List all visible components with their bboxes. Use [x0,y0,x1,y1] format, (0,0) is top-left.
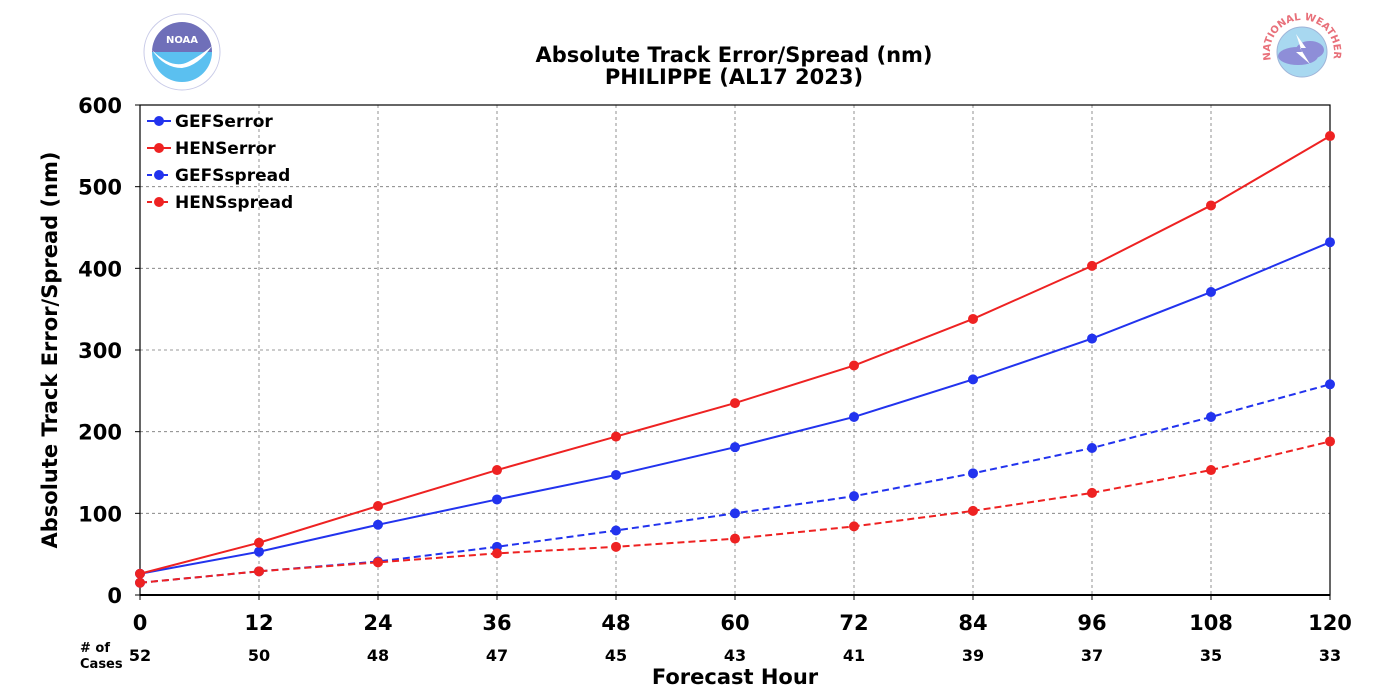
data-point [968,374,978,385]
legend-marker [154,170,164,180]
data-point [611,431,621,442]
y-tick-label: 100 [78,502,122,526]
data-point [135,568,145,579]
case-count: 35 [1200,646,1222,665]
data-point [254,546,264,557]
data-point [849,491,859,502]
case-count: 52 [129,646,151,665]
data-point [1087,443,1097,453]
data-point [611,525,621,536]
data-point [849,411,859,422]
chart-title: Absolute Track Error/Spread (nm) [535,43,932,67]
data-point [730,398,740,409]
legend-marker [154,116,164,126]
data-point [849,521,859,532]
data-point [611,541,621,552]
data-point [1087,260,1097,271]
case-count: 41 [843,646,865,665]
data-point [1087,333,1097,344]
legend-label: HENSerror [175,139,276,159]
noaa-logo-text: NOAA [166,35,198,46]
x-tick-label: 120 [1308,611,1352,635]
data-point [1325,436,1335,447]
y-tick-label: 200 [78,421,122,445]
y-tick-labels: 0 100 200 300 400 500 600 [78,94,140,608]
nws-logo: NATIONAL WEATHER SERVICE [1262,12,1342,88]
data-point [1206,287,1216,298]
data-point [730,508,740,519]
data-point [1206,411,1216,422]
cases-label-line-1: # of [80,641,110,656]
data-point [611,469,621,480]
x-tick-label: 12 [244,611,273,635]
case-counts: 52 50 48 47 45 43 41 39 37 35 33 [129,646,1341,665]
cases-label-line-2: Cases [80,657,123,672]
data-point [373,500,383,511]
x-tick-label: 72 [839,611,868,635]
x-tick-label: 36 [482,611,511,635]
case-count: 39 [962,646,984,665]
legend-label: GEFSerror [175,112,273,132]
data-point [492,494,502,505]
case-count: 47 [486,646,508,665]
legend: GEFSerror HENSerror GEFSspread HENSspread [147,112,293,213]
y-tick-label: 400 [78,257,122,281]
chart-subtitle: PHILIPPE (AL17 2023) [605,65,863,89]
data-point [373,519,383,530]
y-tick-label: 500 [78,176,122,200]
data-point [1206,200,1216,211]
data-point [1206,465,1216,476]
y-tick-label: 600 [78,94,122,118]
legend-label: GEFSspread [175,166,290,186]
x-tick-label: 96 [1077,611,1106,635]
x-tick-label: 108 [1189,611,1233,635]
series-HENSspread [135,436,1335,588]
data-point [492,465,502,476]
data-point [1325,237,1335,248]
x-tick-labels: 0 12 24 36 48 60 72 84 96 108 120 [133,595,1352,635]
data-point [1325,379,1335,390]
data-point [968,468,978,479]
legend-label: HENSspread [175,193,293,213]
data-point [254,566,264,577]
data-point [1325,131,1335,142]
data-point [373,557,383,568]
series-HENSerror [135,131,1335,579]
x-tick-label: 60 [720,611,749,635]
data-point [254,537,264,548]
legend-marker [154,197,164,207]
case-count: 50 [248,646,270,665]
case-count: 33 [1319,646,1341,665]
data-point [730,442,740,453]
y-tick-label: 300 [78,339,122,363]
case-count: 45 [605,646,627,665]
case-count: 37 [1081,646,1103,665]
x-tick-label: 48 [601,611,630,635]
data-point [968,313,978,324]
data-point [492,548,502,559]
x-tick-label: 84 [958,611,987,635]
data-point [1087,487,1097,498]
x-tick-label: 24 [363,611,392,635]
series-GEFSerror [135,237,1335,579]
case-count: 48 [367,646,389,665]
series-group [135,131,1335,588]
grid-lines [140,105,1330,595]
legend-marker [154,143,164,153]
data-point [135,577,145,588]
noaa-logo: NOAA [143,13,221,91]
data-point [730,533,740,544]
data-point [849,360,859,371]
x-tick-label: 0 [133,611,148,635]
x-axis-label: Forecast Hour [652,665,819,689]
case-count: 43 [724,646,746,665]
data-point [968,505,978,516]
cases-label: # of Cases [80,641,123,672]
y-axis-label: Absolute Track Error/Spread (nm) [38,151,62,548]
y-tick-label: 0 [107,584,122,608]
